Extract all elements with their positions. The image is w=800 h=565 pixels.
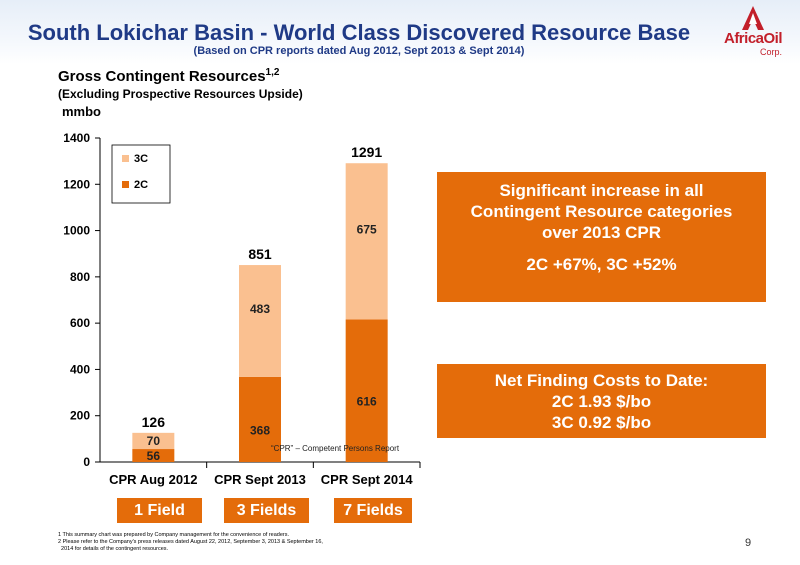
callout-increase-highlight: 2C +67%, 3C +52% bbox=[526, 255, 677, 274]
x-tick-label: CPR Aug 2012 bbox=[109, 472, 197, 487]
x-tick-label: CPR Sept 2014 bbox=[321, 472, 414, 487]
company-logo: AfricaOil Corp. bbox=[712, 4, 794, 60]
callout-increase-line-1: Significant increase in all bbox=[499, 181, 704, 200]
callout-increase-line-2: Contingent Resource categories bbox=[470, 202, 733, 221]
y-tick-label: 400 bbox=[70, 362, 90, 376]
callout-costs-line-1: Net Finding Costs to Date: bbox=[494, 371, 709, 390]
legend-label-2c: 2C bbox=[134, 179, 148, 191]
y-tick-label: 600 bbox=[70, 316, 90, 330]
logo-sub: Corp. bbox=[760, 47, 783, 57]
slide-subtitle: (Based on CPR reports dated Aug 2012, Se… bbox=[193, 45, 525, 57]
legend-label-3c: 3C bbox=[134, 153, 148, 165]
chart-annotation: “CPR” – Competent Persons Report bbox=[271, 444, 400, 453]
chart-title: Gross Contingent Resources1,2 bbox=[58, 67, 279, 85]
data-label-2c: 56 bbox=[147, 449, 161, 463]
field-count-aug-2012: 1 Field bbox=[117, 498, 202, 523]
field-count-sept-2014: 7 Fields bbox=[334, 498, 412, 523]
callout-costs-line-3: 3C 0.92 $/bo bbox=[551, 413, 652, 432]
legend-swatch-2c bbox=[122, 181, 129, 188]
bar-2c bbox=[132, 449, 175, 462]
y-tick-label: 800 bbox=[70, 270, 90, 284]
footnote-1: 1 This summary chart was prepared by Com… bbox=[58, 532, 290, 538]
callout-increase: Significant increase in all Contingent R… bbox=[437, 172, 766, 302]
callout-costs-line-2: 2C 1.93 $/bo bbox=[551, 392, 652, 411]
footnote-2: 2 Please refer to the Company's press re… bbox=[58, 539, 323, 545]
data-label-2c: 616 bbox=[357, 395, 377, 409]
legend-swatch-3c bbox=[122, 155, 129, 162]
chart-title-text: Gross Contingent Resources bbox=[58, 68, 266, 85]
y-tick-label: 1200 bbox=[63, 177, 90, 191]
bar-2c bbox=[345, 319, 388, 462]
logo-mark-icon bbox=[742, 6, 764, 30]
x-tick-label: CPR Sept 2013 bbox=[214, 472, 306, 487]
bar-3c bbox=[239, 265, 281, 377]
field-count-sept-2013: 3 Fields bbox=[224, 498, 309, 523]
total-label: 851 bbox=[248, 246, 272, 262]
callout-increase-line-3: over 2013 CPR bbox=[541, 223, 662, 242]
bar-3c bbox=[132, 432, 175, 450]
y-tick-label: 0 bbox=[83, 455, 90, 469]
logo-text: AfricaOil bbox=[723, 30, 783, 47]
y-axis-unit: mmbo bbox=[62, 104, 101, 119]
total-label: 126 bbox=[142, 414, 166, 430]
footnote-3: 2014 for details of the contingent resou… bbox=[58, 546, 169, 552]
bar-2c bbox=[239, 376, 281, 462]
y-tick-label: 200 bbox=[70, 409, 90, 423]
y-tick-label: 1400 bbox=[63, 131, 90, 145]
data-label-3c: 675 bbox=[357, 222, 377, 236]
chart-title-superscript: 1,2 bbox=[265, 67, 280, 78]
data-label-3c: 483 bbox=[250, 302, 270, 316]
total-label: 1291 bbox=[351, 144, 382, 160]
legend-box bbox=[111, 144, 171, 204]
bar-3c bbox=[345, 163, 388, 320]
callout-costs: Net Finding Costs to Date: 2C 1.93 $/bo … bbox=[437, 364, 766, 438]
y-tick-label: 1000 bbox=[63, 224, 90, 238]
page-number: 9 bbox=[745, 537, 752, 549]
chart-subtitle: (Excluding Prospective Resources Upside) bbox=[58, 87, 303, 101]
data-label-3c: 70 bbox=[147, 434, 161, 448]
header-band bbox=[0, 0, 800, 64]
slide-title: South Lokichar Basin - World Class Disco… bbox=[27, 20, 691, 45]
data-label-2c: 368 bbox=[250, 423, 270, 437]
